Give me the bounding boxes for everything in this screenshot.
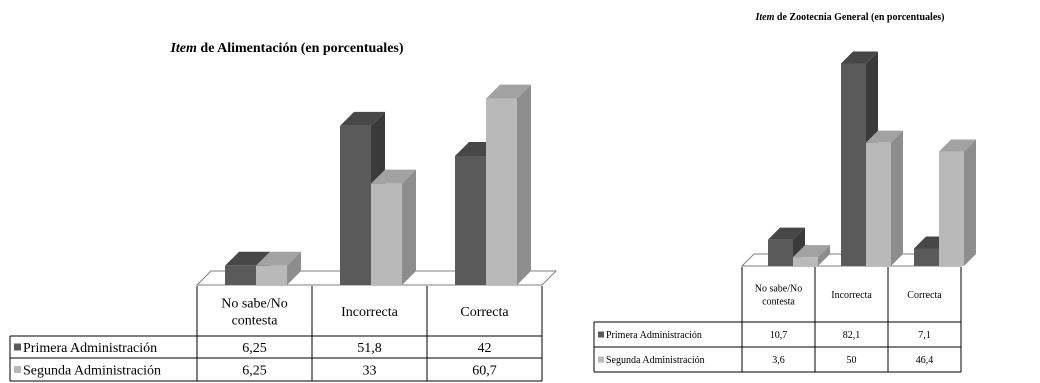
bar-front — [841, 63, 866, 267]
data-label: 10,7 — [770, 330, 788, 341]
bar-top — [793, 245, 830, 258]
data-label: 6,25 — [242, 363, 267, 378]
bar — [793, 245, 830, 266]
data-label: 50 — [847, 355, 857, 366]
data-table: No sabe/No contesta Incorrecta Correcta Prim… — [9, 286, 543, 382]
legend-swatch — [598, 331, 604, 338]
bar-top — [866, 130, 903, 143]
chart-title-italic: Item — [755, 12, 775, 23]
chart-title: Item de Zootecnia General (en porcentual… — [755, 12, 945, 23]
bar-side — [964, 139, 976, 266]
bar-top — [486, 84, 531, 99]
bar-side — [891, 130, 903, 266]
category-label: No sabe/No contesta — [221, 296, 288, 328]
category-label-line: Incorrecta — [831, 290, 872, 301]
category-label-line: contesta — [762, 297, 795, 308]
legend-label: Segunda Administración — [23, 363, 161, 378]
legend-label: Primera Administración — [23, 341, 157, 356]
legend-swatch — [598, 356, 604, 363]
chart-zootecnia: Item de Zootecnia General (en porcentual… — [593, 12, 976, 373]
bar-top — [841, 51, 878, 64]
bar-side — [287, 251, 301, 285]
bar-front — [371, 183, 402, 285]
chart-bars — [225, 84, 531, 286]
category-label-line: No sabe/No — [755, 284, 803, 295]
legend-label: Segunda Administración — [606, 355, 705, 366]
legend-swatch — [14, 343, 21, 351]
category-label: Incorrecta — [831, 290, 872, 301]
bar-front — [793, 257, 818, 266]
data-label: 51,8 — [357, 341, 382, 356]
bar-side — [402, 169, 416, 285]
data-label: 7,1 — [918, 330, 931, 341]
bar — [939, 139, 976, 266]
legend-label: Primera Administración — [606, 330, 702, 341]
category-label: Correcta — [907, 290, 942, 301]
bar-front — [768, 239, 793, 266]
data-table: No sabe/No contesta Incorrecta Correcta Prim… — [593, 267, 962, 373]
data-label: 60,7 — [472, 363, 497, 378]
bar-side — [517, 84, 531, 285]
legend-swatch — [14, 366, 21, 373]
bar-front — [866, 142, 891, 266]
category-label-line: contesta — [232, 313, 279, 328]
category-label: No sabe/No contesta — [755, 284, 803, 308]
data-label: 46,4 — [916, 355, 934, 366]
bar-top — [225, 251, 270, 266]
category-label-line: Correcta — [460, 305, 509, 320]
bar-front — [486, 98, 517, 285]
bar — [866, 130, 903, 266]
chart-title-rest: de Alimentación (en porcentuales) — [197, 41, 404, 56]
bar — [371, 169, 416, 285]
bar-front — [340, 125, 371, 286]
chart-title-rest: de Zootecnia General (en porcentuales) — [774, 12, 944, 23]
bar-top — [256, 251, 301, 266]
bar-side — [818, 245, 830, 266]
category-label-line: Incorrecta — [341, 305, 399, 320]
bar-front — [225, 265, 256, 285]
data-label: 82,1 — [843, 330, 861, 341]
bar-front — [455, 156, 486, 285]
bar — [256, 251, 301, 285]
category-label: Incorrecta — [341, 305, 399, 320]
bar-top — [939, 139, 976, 152]
chart-title-italic: Item — [169, 41, 197, 56]
bar-front — [914, 248, 939, 266]
chart-bars — [768, 51, 976, 267]
bar-front — [256, 265, 287, 285]
chart-title: Item de Alimentación (en porcentuales) — [169, 41, 403, 56]
bar-front — [939, 151, 964, 266]
bar-top — [371, 169, 416, 184]
bar — [486, 84, 531, 285]
bar-top — [340, 111, 385, 126]
bar-top — [768, 227, 805, 240]
data-label: 3,6 — [772, 355, 785, 366]
category-label-line: No sabe/No — [221, 296, 288, 311]
data-label: 33 — [363, 363, 377, 378]
category-label: Correcta — [460, 305, 509, 320]
chart-alimentacion: Item de Alimentación (en porcentuales) N… — [9, 41, 558, 382]
data-label: 6,25 — [242, 341, 267, 356]
data-label: 42 — [478, 341, 492, 356]
category-label-line: Correcta — [907, 290, 942, 301]
